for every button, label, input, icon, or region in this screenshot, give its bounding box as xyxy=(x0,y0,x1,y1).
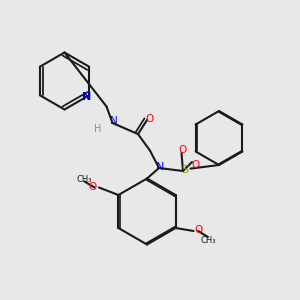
Text: N: N xyxy=(82,92,92,102)
Text: O: O xyxy=(178,145,187,155)
Text: N: N xyxy=(156,161,164,172)
Text: O: O xyxy=(195,225,203,236)
Text: O: O xyxy=(145,114,154,124)
Text: S: S xyxy=(181,165,188,176)
Text: CH₃: CH₃ xyxy=(200,236,216,244)
Text: O: O xyxy=(191,160,200,170)
Text: H: H xyxy=(94,124,101,134)
Text: CH₃: CH₃ xyxy=(77,175,92,184)
Text: N: N xyxy=(110,116,118,126)
Text: O: O xyxy=(89,182,97,192)
